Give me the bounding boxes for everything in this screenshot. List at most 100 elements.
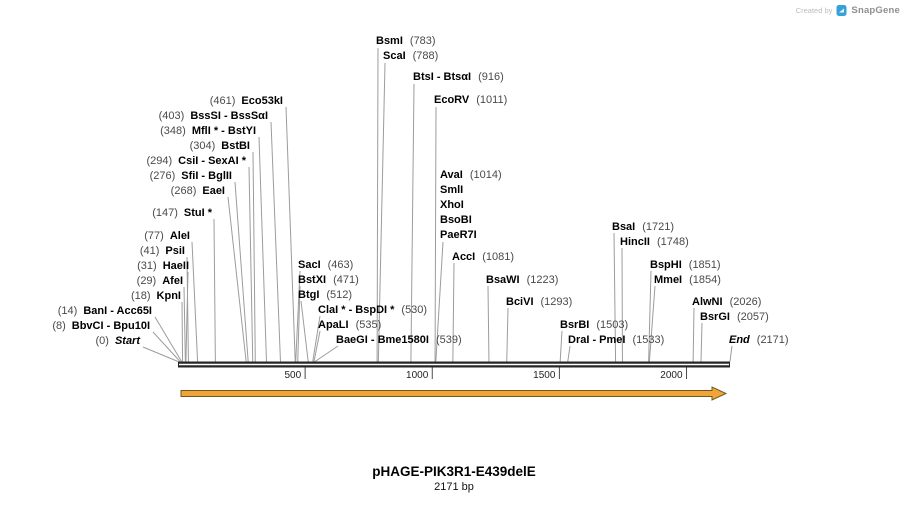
enzyme-label[interactable]: (276) SfiI - BglII (150, 170, 232, 183)
snapgene-logo-icon (836, 5, 847, 16)
enzyme-label[interactable]: BtgI (512) (298, 289, 352, 302)
callout-line (506, 307, 509, 362)
enzyme-label[interactable]: SmlI (440, 184, 463, 197)
enzyme-label[interactable]: ApaLI (535) (318, 319, 381, 332)
enzyme-name: Eco53kI (241, 95, 283, 107)
enzyme-name: SmlI (440, 184, 464, 196)
enzyme-label[interactable]: (348) MflI * - BstYI (160, 125, 256, 138)
end-label[interactable]: End (2171) (729, 334, 789, 347)
enzyme-name: MmeI (654, 274, 683, 286)
enzyme-label[interactable]: EcoRV (1011) (434, 94, 507, 107)
callout-line (648, 270, 652, 362)
site-position: (2171) (756, 334, 789, 346)
site-position: (535) (355, 319, 382, 331)
site-position: (1223) (526, 274, 559, 286)
site-position: (916) (478, 71, 504, 83)
enzyme-name: CsiI - SexAI * (178, 155, 246, 167)
enzyme-label[interactable]: (294) CsiI - SexAI * (146, 155, 246, 168)
site-position: (1011) (476, 94, 508, 106)
enzyme-label[interactable]: (304) BstBI (190, 140, 250, 153)
enzyme-label[interactable]: (14) BanI - Acc65I (58, 305, 152, 318)
site-position: (276) (149, 170, 176, 182)
callout-line (300, 300, 309, 362)
enzyme-label[interactable]: BsrBI (1503) (560, 319, 628, 332)
enzyme-name: AlwNI (692, 296, 723, 308)
enzyme-label[interactable]: AccI (1081) (452, 251, 514, 264)
site-position: (8) (52, 320, 66, 332)
enzyme-name: BstXI (298, 274, 327, 286)
enzyme-label[interactable]: MmeI (1854) (654, 274, 721, 287)
site-position: (2026) (729, 296, 762, 308)
enzyme-name: BaeGI - Bme1580I (336, 334, 429, 346)
enzyme-label[interactable]: BsrGI (2057) (700, 311, 769, 324)
enzyme-name: PsiI (165, 245, 185, 257)
callout-line (181, 301, 184, 362)
enzyme-label[interactable]: BciVI (1293) (506, 296, 572, 309)
scale-tick-label: 1500 (533, 370, 556, 381)
site-position: (539) (435, 334, 462, 346)
site-position: (512) (326, 289, 353, 301)
callout-line (692, 307, 695, 362)
enzyme-label[interactable]: (41) PsiI (140, 245, 185, 258)
callout-line (729, 345, 733, 362)
enzyme-label[interactable]: (29) AfeI (137, 275, 183, 288)
callout-line (434, 106, 437, 362)
start-label[interactable]: (0) Start (95, 335, 140, 348)
enzyme-label[interactable]: BsaWI (1223) (486, 274, 558, 287)
enzyme-label[interactable]: BsaI (1721) (612, 221, 674, 234)
callout-line (648, 285, 656, 362)
site-position: (29) (136, 275, 157, 287)
callout-line (559, 330, 563, 362)
enzyme-label[interactable]: ClaI * - BspDI * (530) (318, 304, 427, 317)
enzyme-label[interactable]: (403) BssSI - BssSαI (159, 110, 268, 123)
enzyme-label[interactable]: BsmI (783) (376, 35, 436, 48)
callout-line (185, 271, 189, 362)
site-position: (1503) (596, 319, 629, 331)
enzyme-label[interactable]: AlwNI (2026) (692, 296, 761, 309)
callout-line (312, 315, 321, 362)
enzyme-name: SacI (298, 259, 321, 271)
enzyme-name: DraI - PmeI (568, 334, 626, 346)
enzyme-label[interactable]: BtsI - BtsαI (916) (413, 71, 504, 84)
enzyme-label[interactable]: BsoBI (440, 214, 472, 227)
construct-title: pHAGE-PIK3R1-E439delE (372, 464, 536, 479)
site-position: (77) (144, 230, 164, 242)
enzyme-label[interactable]: (461) Eco53kI (210, 95, 283, 108)
enzyme-label[interactable]: PaeR7I (440, 229, 477, 242)
site-position: (147) (152, 207, 178, 219)
site-position: (14) (57, 305, 78, 317)
enzyme-label[interactable]: DraI - PmeI (1533) (568, 334, 664, 347)
enzyme-label[interactable]: (268) EaeI (171, 185, 225, 198)
enzyme-name: MflI * - BstYI (191, 125, 256, 137)
enzyme-name: End (729, 334, 750, 346)
enzyme-label[interactable]: (77) AleI (144, 230, 190, 243)
enzyme-label[interactable]: BaeGI - Bme1580I (539) (336, 334, 462, 347)
enzyme-name: AccI (452, 251, 476, 263)
enzyme-label[interactable]: ScaI (788) (383, 50, 438, 63)
callout-line (487, 285, 490, 362)
enzyme-label[interactable]: (31) HaeII (137, 260, 189, 273)
enzyme-label[interactable]: BstXI (471) (298, 274, 359, 287)
callout-line (297, 285, 301, 362)
enzyme-label[interactable]: HincII (1748) (620, 236, 689, 249)
enzyme-label[interactable]: (147) StuI * (152, 207, 212, 220)
site-position: (2057) (736, 311, 769, 323)
orf-arrow[interactable] (180, 386, 728, 401)
snapgene-credit: Created by SnapGene (796, 4, 900, 17)
enzyme-label[interactable]: AvaI (1014) (440, 169, 502, 182)
enzyme-label[interactable]: XhoI (440, 199, 464, 212)
enzyme-label[interactable]: (8) BbvCI - Bpu10I (52, 320, 150, 333)
enzyme-name: ScaI (383, 50, 406, 62)
enzyme-label[interactable]: (18) KpnI (131, 290, 181, 303)
enzyme-name: BsrBI (560, 319, 590, 331)
callout-line (186, 256, 189, 362)
callout-line (567, 345, 571, 362)
site-position: (294) (146, 155, 173, 167)
enzyme-name: SfiI - BglII (181, 170, 232, 182)
enzyme-label[interactable]: BspHI (1851) (650, 259, 721, 272)
site-position: (461) (209, 95, 236, 107)
site-position: (0) (95, 335, 109, 347)
enzyme-label[interactable]: SacI (463) (298, 259, 353, 272)
callout-line (234, 181, 249, 362)
